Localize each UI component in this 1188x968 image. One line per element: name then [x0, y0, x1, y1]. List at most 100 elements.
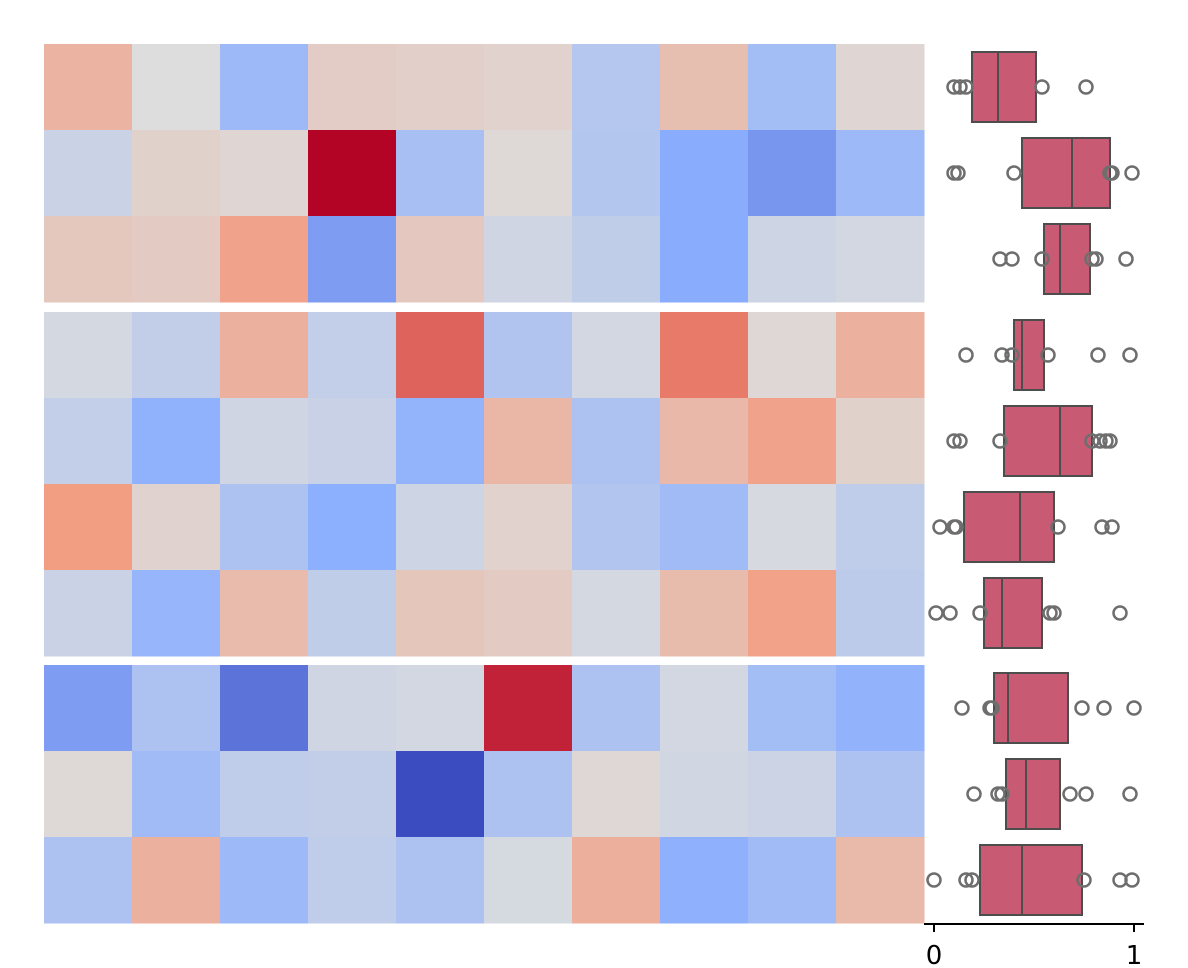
box — [1043, 223, 1091, 295]
outlier-point — [1104, 165, 1120, 181]
outlier-point — [932, 519, 948, 535]
heatmap-cell — [44, 484, 133, 571]
outlier-point — [926, 872, 942, 888]
heatmap-cell — [44, 44, 133, 131]
heatmap-cell — [44, 837, 133, 924]
heatmap-cell — [836, 484, 925, 571]
heatmap-cell — [572, 570, 661, 657]
heatmap-cell — [572, 484, 661, 571]
heatmap-cell — [308, 398, 397, 485]
outlier-point — [1004, 347, 1020, 363]
heatmap-cell — [572, 751, 661, 838]
outlier-point — [948, 519, 964, 535]
heatmap-cell — [748, 398, 837, 485]
heatmap-cell — [132, 130, 221, 217]
outlier-point — [984, 700, 1000, 716]
heatmap-cell — [308, 216, 397, 303]
box — [963, 491, 1055, 563]
heatmap-cell — [484, 312, 573, 399]
heatmap-cell — [132, 44, 221, 131]
outlier-point — [1074, 700, 1090, 716]
boxplot-row — [966, 758, 1138, 830]
heatmap-cell — [132, 570, 221, 657]
heatmap-panel — [44, 44, 925, 924]
heatmap-cell — [836, 837, 925, 924]
box — [1005, 758, 1061, 830]
boxplot-row — [932, 491, 1120, 563]
heatmap-cell — [660, 484, 749, 571]
box — [983, 577, 1043, 649]
outlier-point — [1034, 251, 1050, 267]
boxplot-panel — [926, 51, 1142, 916]
heatmap-cell — [396, 837, 485, 924]
heatmap-cell — [572, 312, 661, 399]
outlier-point — [958, 79, 974, 95]
boxplot-row — [992, 223, 1134, 295]
heatmap-cell — [44, 665, 133, 752]
heatmap-cell — [572, 130, 661, 217]
outlier-point — [1006, 165, 1022, 181]
box — [1003, 405, 1093, 477]
heatmap-cell — [132, 837, 221, 924]
heatmap-cell — [836, 216, 925, 303]
heatmap-cell — [396, 398, 485, 485]
heatmap-cell — [308, 570, 397, 657]
heatmap-cell — [220, 216, 309, 303]
box — [979, 844, 1083, 916]
heatmap-cell — [44, 751, 133, 838]
heatmap-cell — [836, 570, 925, 657]
outlier-point — [1050, 519, 1066, 535]
heatmap-cell — [220, 312, 309, 399]
outlier-point — [1078, 79, 1094, 95]
heatmap-cell — [132, 665, 221, 752]
outlier-point — [992, 433, 1008, 449]
outlier-point — [942, 605, 958, 621]
heatmap-cell — [572, 216, 661, 303]
outlier-point — [972, 605, 988, 621]
heatmap-cell — [660, 130, 749, 217]
outlier-point — [1104, 519, 1120, 535]
heatmap-cell — [572, 665, 661, 752]
heatmap-cell — [396, 216, 485, 303]
outlier-point — [1102, 433, 1118, 449]
outlier-point — [994, 786, 1010, 802]
outlier-point — [966, 786, 982, 802]
heatmap-cell — [836, 312, 925, 399]
boxplot-row — [946, 51, 1094, 123]
outlier-point — [1126, 700, 1142, 716]
heatmap-cell — [748, 130, 837, 217]
outlier-point — [958, 347, 974, 363]
heatmap-cell — [660, 751, 749, 838]
heatmap-cell — [836, 751, 925, 838]
heatmap-cell — [660, 570, 749, 657]
heatmap-cell — [44, 312, 133, 399]
heatmap-cell — [836, 665, 925, 752]
heatmap-cell — [220, 837, 309, 924]
outlier-point — [964, 872, 980, 888]
heatmap-cell — [396, 665, 485, 752]
heatmap-cell — [748, 216, 837, 303]
heatmap-cell — [748, 837, 837, 924]
heatmap-cell — [220, 398, 309, 485]
heatmap-cell — [836, 130, 925, 217]
outlier-point — [1112, 605, 1128, 621]
heatmap-cell — [572, 837, 661, 924]
heatmap-cell — [748, 44, 837, 131]
heatmap-cell — [836, 44, 925, 131]
outlier-point — [1096, 700, 1112, 716]
heatmap-cell — [308, 665, 397, 752]
outlier-point — [954, 700, 970, 716]
outlier-point — [1090, 347, 1106, 363]
heatmap-cell — [660, 312, 749, 399]
heatmap-cell — [44, 130, 133, 217]
outlier-point — [1118, 251, 1134, 267]
heatmap-cell — [572, 44, 661, 131]
heatmap-cell — [132, 484, 221, 571]
heatmap-cell — [660, 44, 749, 131]
boxplot-row — [926, 844, 1140, 916]
outlier-point — [928, 605, 944, 621]
heatmap-cell — [748, 312, 837, 399]
heatmap-cell — [396, 312, 485, 399]
boxplot-row — [928, 577, 1128, 649]
